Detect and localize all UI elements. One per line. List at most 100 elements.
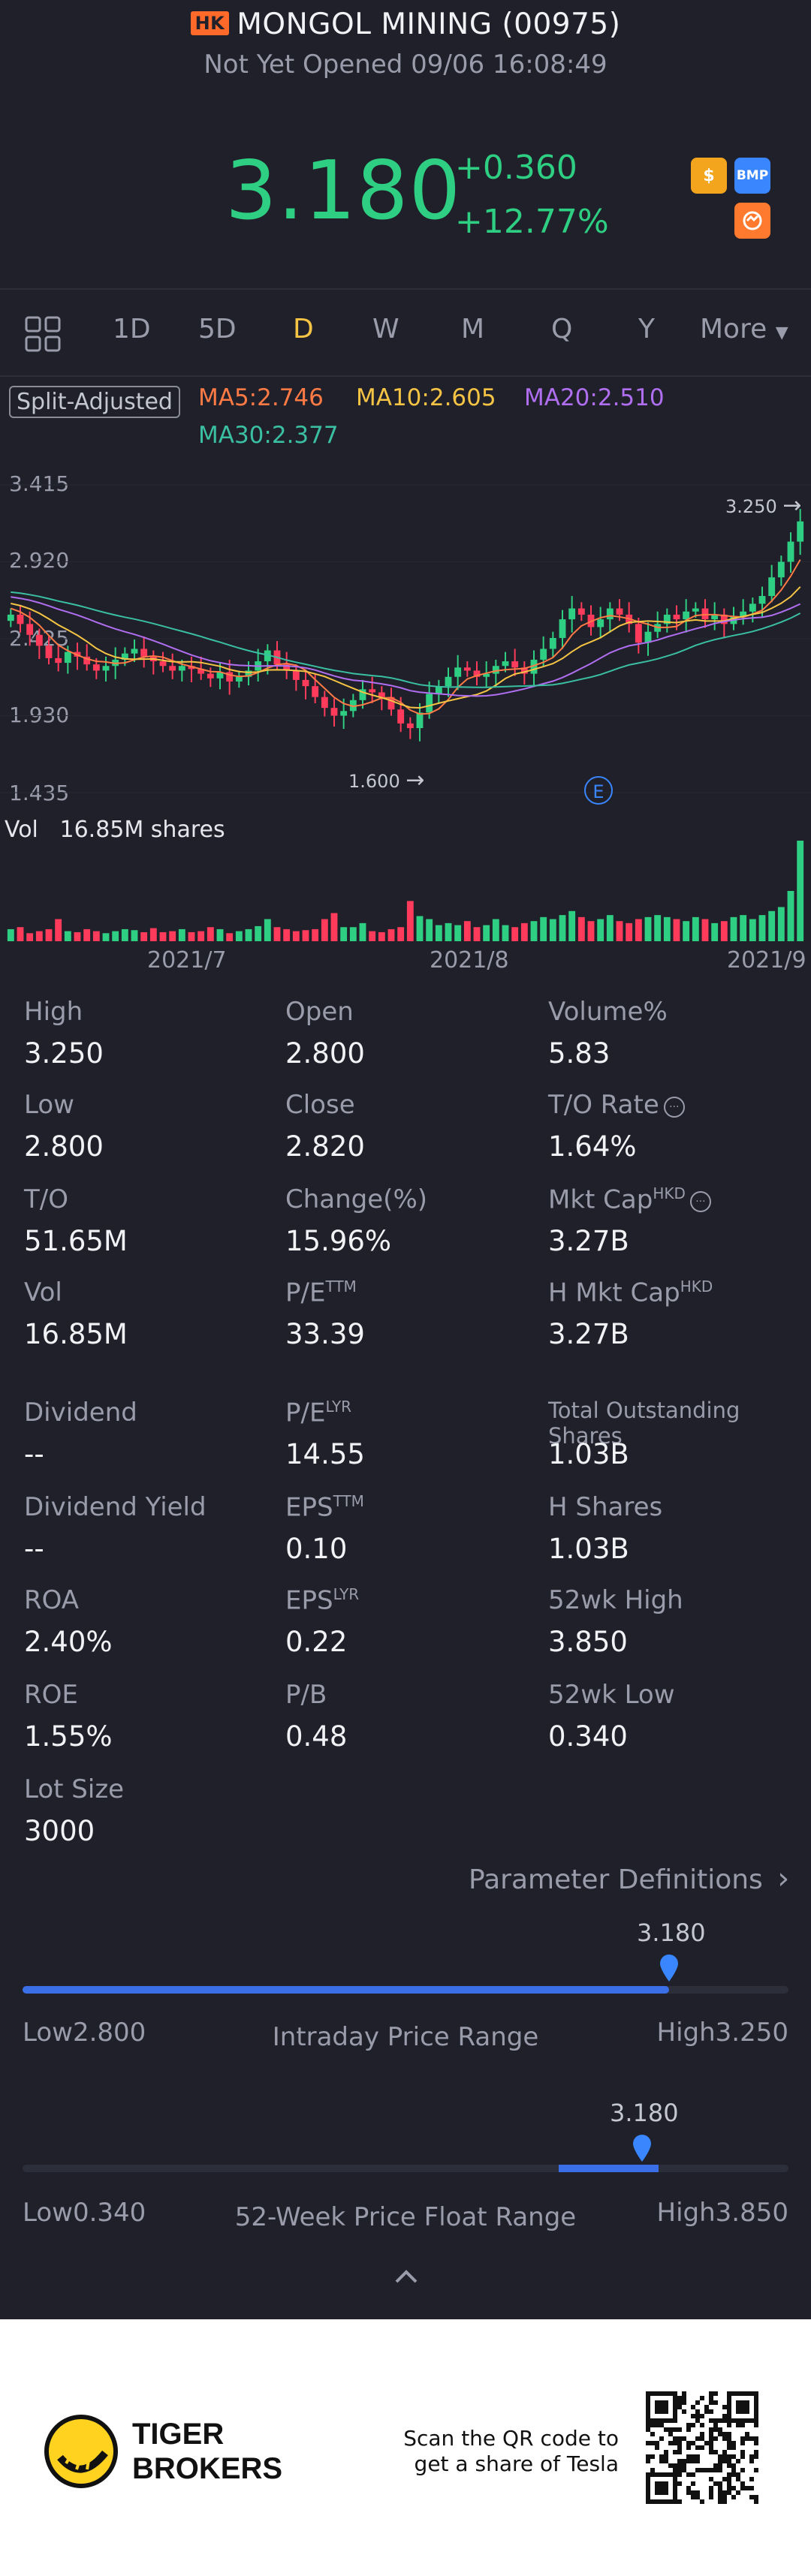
intraday-range-track [23,1986,788,1994]
volume-bar [654,915,662,941]
qr-module [695,2468,700,2472]
qr-module [668,2418,673,2423]
candle-body [663,614,671,624]
grid-layout-icon[interactable] [24,315,62,356]
stat-label-text: Dividend Yield [24,1492,207,1522]
tab-more[interactable]: More ▼ [700,314,788,345]
ma5-line [10,559,801,715]
volume-bar [606,915,614,941]
volume-bar [692,916,699,941]
volume-bar [387,928,395,941]
qr-module [673,2495,677,2499]
volume-bar [83,928,91,941]
high-marker-value: 3.250 [725,496,777,517]
qr-module [754,2391,758,2396]
candle-body [378,692,385,697]
qr-module [727,2459,731,2463]
qr-module [682,2463,686,2468]
volume-bar [483,925,490,941]
qr-module [659,2481,664,2486]
tab-y[interactable]: Y [638,314,655,345]
tab-w[interactable]: W [372,314,399,345]
split-adjusted-button[interactable]: Split-Adjusted [9,386,180,418]
tab-1d[interactable]: 1D [113,314,151,345]
stat-label-text: ROE [24,1680,78,1710]
qr-module [659,2418,664,2423]
info-icon[interactable]: ··· [663,1097,685,1118]
info-icon[interactable]: ··· [689,1191,711,1213]
qr-module [664,2459,668,2463]
qr-module [709,2396,713,2400]
qr-module [727,2486,731,2490]
stat-label-high: High [24,997,83,1027]
qr-module [727,2432,731,2436]
stat-label-text: Low [24,1090,74,1120]
volume-bar [577,916,585,941]
candle-body [758,596,766,604]
tiger-logo-icon [44,2414,119,2492]
parameter-definitions-link[interactable]: Parameter Definitions › [469,1861,789,1896]
tab-q[interactable]: Q [551,314,573,345]
qr-module [646,2400,650,2405]
qr-code[interactable] [646,2391,758,2504]
stat-label-text: Change(%) [285,1184,428,1214]
qr-module [731,2441,736,2445]
volume-bar [7,928,14,941]
qr-module [713,2481,718,2486]
qr-module [695,2495,700,2499]
qr-module [664,2427,668,2432]
bmp-icon[interactable]: BMP [734,158,770,194]
stat-value-mkt-cap-hkd: 3.27B [548,1225,629,1257]
qr-module [682,2396,686,2400]
qr-module [673,2436,677,2441]
volume-bar [92,931,100,941]
event-marker[interactable]: E [584,776,613,805]
qr-module [745,2418,749,2423]
qr-module [745,2400,749,2405]
tab-m[interactable]: M [461,314,485,345]
qr-module [691,2495,695,2499]
qr-module [659,2391,664,2396]
volume-bar [701,919,709,941]
qr-module [673,2481,677,2486]
candle-body [7,614,14,621]
qr-module [718,2432,722,2436]
candle-body [768,577,776,597]
qr-module [682,2391,686,2396]
swap-icon[interactable] [734,203,770,239]
stat-value-vol: 16.85M [24,1318,128,1350]
volume-value: 16.85M shares [59,817,225,843]
candlestick-chart[interactable] [0,465,811,976]
dollar-icon[interactable]: $ [691,158,727,194]
candle-body [644,631,652,643]
qr-module [754,2495,758,2499]
qr-module [673,2486,677,2490]
volume-bar [64,931,71,941]
qr-module [709,2391,713,2396]
qr-module [736,2477,740,2481]
qr-module [700,2436,704,2441]
candle-body [635,624,642,643]
bmp-icon-text: BMP [736,168,769,183]
candle-body [606,608,614,620]
qr-module [650,2391,655,2396]
candle-body [435,686,442,694]
tab-5d[interactable]: 5D [198,314,237,345]
candle-body [577,608,585,615]
qr-module [695,2418,700,2423]
candle-body [178,666,185,671]
qr-module [686,2486,691,2490]
qr-module [709,2486,713,2490]
volume-bar [245,928,252,941]
candle-body [616,608,623,615]
qr-module [749,2495,754,2499]
chevron-up-icon[interactable] [393,2267,419,2288]
volume-bar [758,915,766,941]
qr-module [740,2423,745,2427]
qr-module [691,2454,695,2459]
tab-d[interactable]: D [293,314,314,345]
qr-module [646,2481,650,2486]
candle-body [397,709,405,724]
volume-bar [797,841,804,941]
qr-module [740,2468,745,2472]
